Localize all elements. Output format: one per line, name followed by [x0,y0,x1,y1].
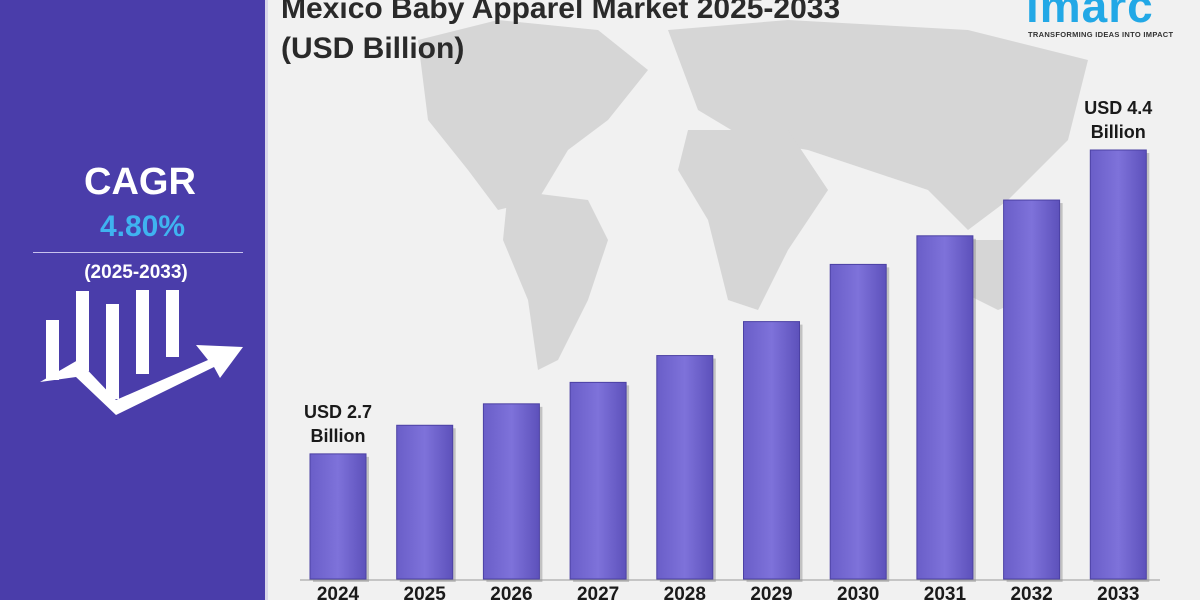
data-label-unit: Billion [1091,122,1146,142]
x-tick-label: 2026 [490,584,532,600]
x-tick-label: 2030 [837,584,879,600]
x-tick-label: 2033 [1097,584,1139,600]
logo-tagline: TRANSFORMING IDEAS INTO IMPACT [1028,30,1174,39]
bar-2025 [396,424,454,580]
growth-chart-icon [40,290,243,415]
chart-title-line1: Mexico Baby Apparel Market 2025-2033 [281,0,841,25]
bar-2032 [1003,199,1061,580]
bar-2031 [916,235,974,580]
panel-edge [265,0,268,600]
x-tick-label: 2027 [577,584,619,600]
data-label: USD 4.4 [1084,98,1152,118]
bar-2029 [743,321,800,580]
x-tick-label: 2031 [924,584,967,600]
x-tick-label: 2032 [1010,584,1052,600]
x-tick-label: 2029 [750,584,792,600]
world-map-background [418,20,1088,370]
divider [33,252,243,253]
bar-2027 [569,381,627,580]
bar-2024 [309,453,367,580]
data-label-unit: Billion [311,426,366,446]
bar-2030 [829,263,887,580]
cagr-label: CAGR [84,161,196,203]
chart-title-line2: (USD Billion) [281,32,465,65]
cagr-panel: CAGR 4.80% (2025-2033) [0,0,265,600]
x-tick-label: 2024 [317,584,360,600]
bar-2028 [656,355,714,580]
cagr-value: 4.80% [99,210,186,243]
data-label: USD 2.7 [304,402,372,422]
x-tick-label: 2025 [404,584,447,600]
imarc-logo: imarc [1026,0,1154,32]
bar-2026 [482,403,540,580]
cagr-period: (2025-2033) [84,262,188,283]
bar-2033 [1089,149,1147,580]
x-tick-label: 2028 [664,584,706,600]
